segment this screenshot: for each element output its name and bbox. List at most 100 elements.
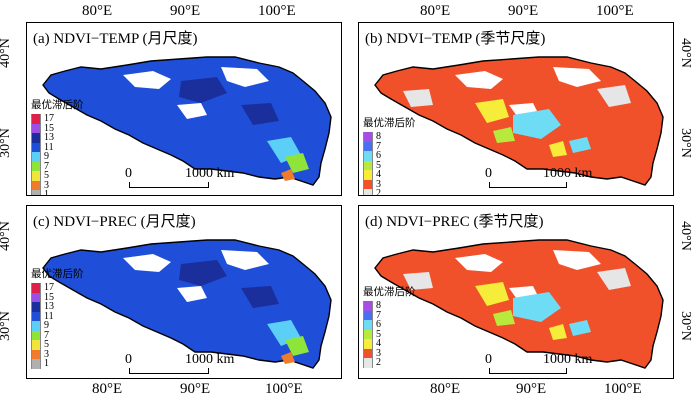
legend-item: 3 <box>363 347 416 359</box>
lag-class-area <box>513 292 561 322</box>
legend-value: 15 <box>44 122 54 134</box>
legend-swatch <box>31 180 41 190</box>
lag-class-area <box>549 324 567 340</box>
lag-class-area <box>475 99 509 123</box>
plateau-map <box>42 56 332 186</box>
legend-swatch <box>363 320 373 330</box>
legend-item: 5 <box>363 329 416 339</box>
legend-swatch <box>363 358 373 368</box>
lon-label-top-90: 90°E <box>170 3 201 19</box>
scale-bar-line <box>129 182 209 188</box>
lat-label-right-30-top: 30°N <box>677 128 693 158</box>
legend-item: 13 <box>31 302 84 312</box>
legend-swatch <box>31 152 41 162</box>
legend-item: 2 <box>363 188 416 196</box>
legend-item: 6 <box>363 320 416 330</box>
legend-value: 7 <box>376 140 381 152</box>
legend-item: 11 <box>31 310 84 322</box>
no-data-area <box>123 254 171 272</box>
legend-item: 4 <box>363 170 416 180</box>
legend-item: 9 <box>31 152 84 162</box>
lag-class-area <box>569 320 591 336</box>
legend-item: 5 <box>31 171 84 181</box>
legend-swatch <box>31 161 41 171</box>
no-data-area <box>221 67 269 87</box>
lon-label-top-90-right: 90°E <box>508 3 539 19</box>
panel-title: (b) NDVI−TEMP (季节尺度) <box>365 31 546 47</box>
lag-class-area <box>493 310 515 326</box>
legend-item: 8 <box>363 301 416 311</box>
legend-value: 17 <box>44 282 54 293</box>
lag-class-area <box>403 272 433 290</box>
legend-swatch <box>31 359 41 369</box>
legend-swatch <box>363 132 373 142</box>
legend-item: 3 <box>363 178 416 190</box>
lon-label-bottom-100: 100°E <box>265 381 303 397</box>
legend-item: 5 <box>31 340 84 350</box>
no-data-area <box>177 286 207 302</box>
lag-class-area <box>241 103 279 125</box>
lon-label-top-100: 100°E <box>258 3 296 19</box>
legend-item: 3 <box>31 179 84 191</box>
lon-label-top-100-right: 100°E <box>596 3 634 19</box>
legend-swatch <box>31 142 41 152</box>
scale-distance: 1000 km <box>185 352 235 367</box>
legend-item: 5 <box>363 159 416 171</box>
lag-class-area <box>241 286 279 308</box>
legend-item: 2 <box>363 358 416 368</box>
scale-zero: 0 <box>125 352 132 367</box>
legend-value: 15 <box>44 291 54 303</box>
legend-item: 7 <box>31 160 84 172</box>
legend-value: 9 <box>44 151 49 162</box>
legend-value: 2 <box>376 188 381 196</box>
legend-value: 5 <box>376 159 381 171</box>
no-data-area <box>553 250 601 270</box>
legend-value: 2 <box>376 357 381 368</box>
legend-item: 6 <box>363 151 416 161</box>
no-data-area <box>123 71 171 89</box>
legend-value: 11 <box>44 310 54 322</box>
scale-zero: 0 <box>485 352 492 367</box>
legend-value: 8 <box>376 131 381 142</box>
lat-label-left-40-top: 40°N <box>0 38 13 68</box>
legend-title: 最优滞后阶 <box>363 117 416 129</box>
legend-swatch <box>363 179 373 189</box>
map-panel-c: (c) NDVI−PREC (月尺度) 最优滞后阶 17 15 13 11 9 7 5 3 1 … <box>26 205 342 379</box>
legend-value: 7 <box>44 329 49 341</box>
plateau-map <box>374 56 664 186</box>
lag-class-area <box>493 127 515 143</box>
legend-value: 6 <box>376 319 381 330</box>
no-data-area <box>455 71 503 89</box>
legend-item: 17 <box>31 114 84 124</box>
scale-bar-line <box>129 368 209 374</box>
lat-label-right-30-bottom: 30°N <box>677 311 693 341</box>
legend-swatch <box>363 301 373 311</box>
lon-label-top-80-right: 80°E <box>420 3 451 19</box>
lat-label-right-40-bottom: 40°N <box>677 221 693 251</box>
legend-swatch <box>31 133 41 143</box>
legend-swatch <box>31 283 41 293</box>
legend-swatch <box>363 170 373 180</box>
legend-value: 7 <box>44 160 49 172</box>
legend-value: 6 <box>376 150 381 161</box>
lag-class-area <box>281 169 295 181</box>
panel-title: (c) NDVI−PREC (月尺度) <box>33 214 196 230</box>
lag-class-area <box>179 260 227 286</box>
legend-value: 3 <box>44 179 49 191</box>
legend-swatch <box>363 160 373 170</box>
panel-title: (a) NDVI−TEMP (月尺度) <box>33 31 198 47</box>
legend-swatch <box>31 349 41 359</box>
lat-label-right-40-top: 40°N <box>677 38 693 68</box>
lag-class-area <box>285 336 309 356</box>
legend-title: 最优滞后阶 <box>363 286 416 298</box>
legend-value: 3 <box>376 178 381 190</box>
legend-value: 3 <box>376 347 381 359</box>
legend-value: 11 <box>44 141 54 153</box>
legend-item: 1 <box>31 190 84 195</box>
legend-swatch <box>31 292 41 302</box>
legend-item: 13 <box>31 133 84 143</box>
legend-swatch <box>31 330 41 340</box>
